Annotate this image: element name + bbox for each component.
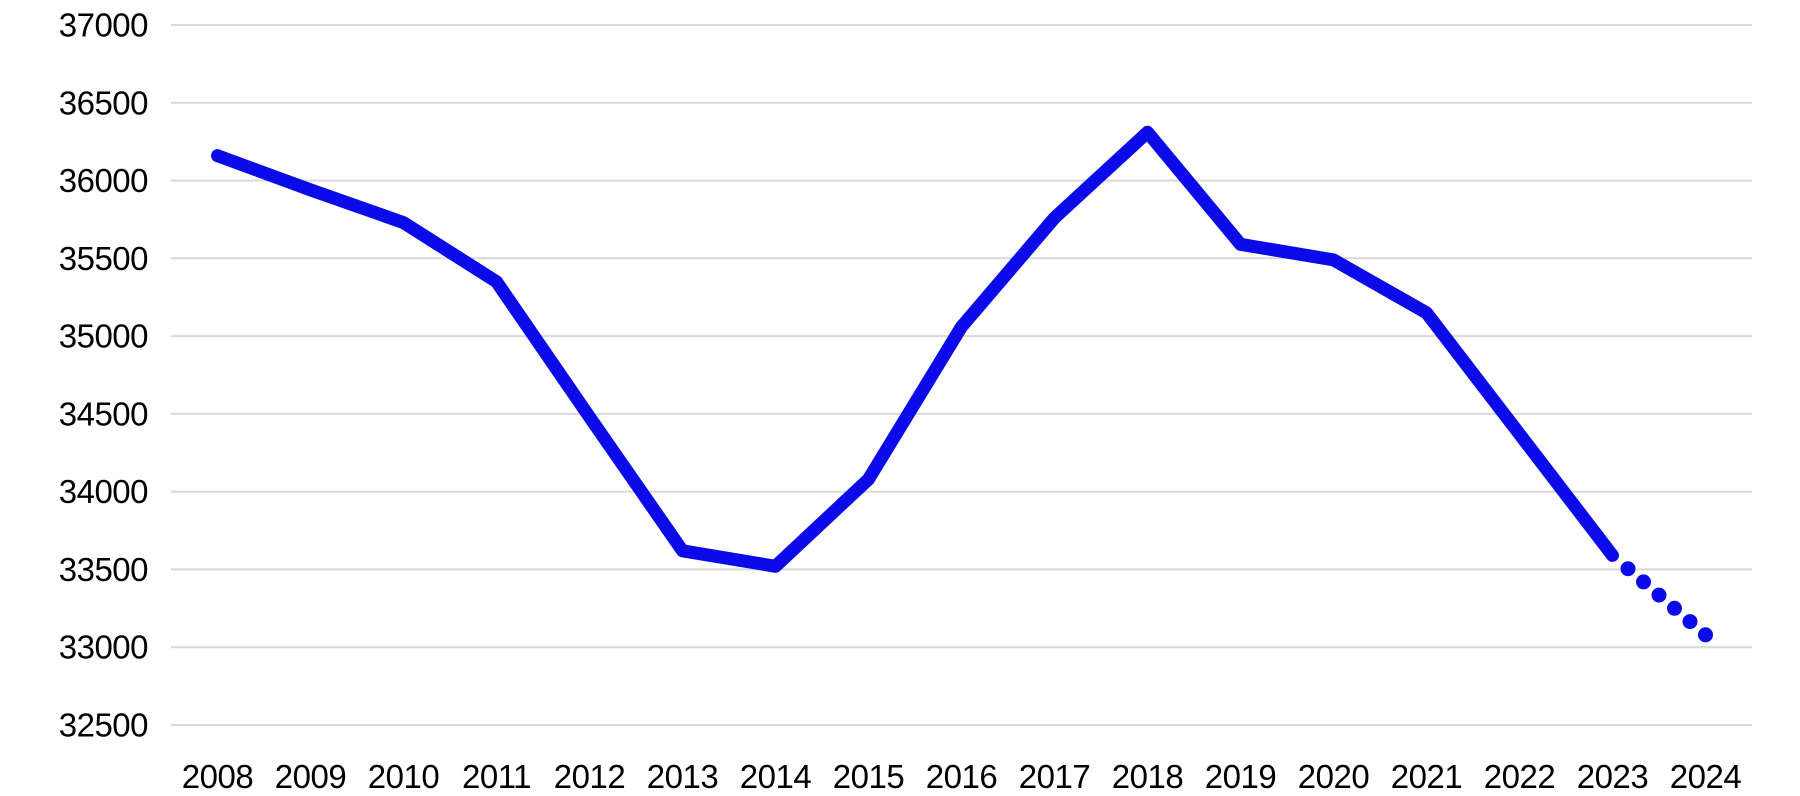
x-axis-tick-label: 2017 (1019, 758, 1090, 795)
y-axis-tick-label: 35500 (59, 240, 148, 277)
data-line-solid (211, 125, 1619, 573)
x-axis-tick-label: 2008 (182, 758, 253, 795)
y-axis-tick-label: 32500 (59, 707, 148, 744)
x-axis-tick-label: 2014 (740, 758, 812, 795)
x-axis-tick-label: 2019 (1205, 758, 1276, 795)
y-axis-tick-label: 36000 (59, 162, 148, 199)
x-axis-tick-label: 2015 (833, 758, 904, 795)
x-axis-tick-label: 2010 (368, 758, 440, 795)
x-axis-tick-label: 2012 (554, 758, 625, 795)
forecast-dot (1682, 614, 1698, 630)
x-axis-tick-label: 2009 (275, 758, 346, 795)
x-axis-tick-label: 2020 (1298, 758, 1370, 795)
x-axis-tick-label: 2011 (462, 758, 531, 795)
y-axis-tick-label: 34000 (59, 473, 148, 510)
x-axis-tick-label: 2022 (1484, 758, 1555, 795)
x-axis-tick-label: 2023 (1577, 758, 1648, 795)
forecast-dot (1698, 627, 1713, 643)
y-axis-tick-label: 35000 (59, 318, 148, 355)
y-axis-tick-label: 37000 (59, 7, 148, 44)
x-axis-tick-label: 2016 (926, 758, 997, 795)
x-axis-tick-label: 2013 (647, 758, 718, 795)
forecast-dot (1620, 561, 1636, 577)
x-axis-tick-label: 2024 (1670, 758, 1742, 795)
x-axis-tick-label: 2021 (1391, 758, 1462, 795)
y-axis-tick-label: 36500 (59, 84, 148, 121)
forecast-dot (1636, 574, 1651, 590)
y-axis-tick-label: 33500 (59, 551, 148, 588)
y-axis-tick-label: 34500 (59, 395, 148, 432)
forecast-dot (1667, 600, 1682, 616)
x-axis-tick-label: 2018 (1112, 758, 1183, 795)
y-axis-tick-label: 33000 (59, 629, 148, 666)
forecast-dot (1651, 587, 1667, 603)
